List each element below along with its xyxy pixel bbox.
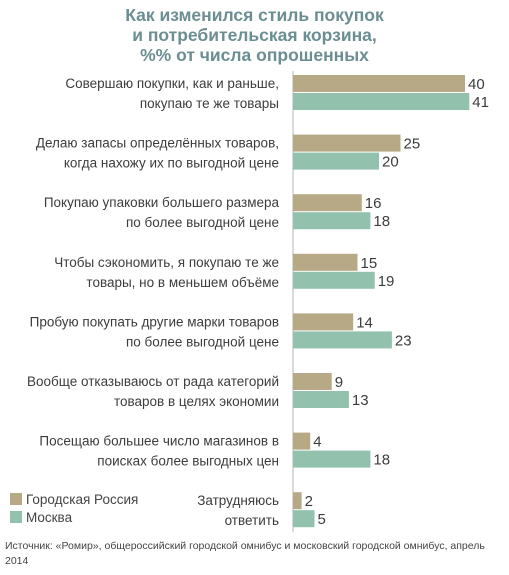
category-label-7-line-1: Посещаю большее число магазинов в <box>39 434 279 449</box>
data-label-gorodskaya-8: 2 <box>305 493 313 510</box>
category-label-1-line-2: покупаю те же товары <box>140 96 279 111</box>
category-label-2-line-2: когда нахожу их по выгодной цене <box>64 156 279 171</box>
bar-moskva-1 <box>293 93 470 110</box>
bar-gorodskaya-3 <box>293 194 362 212</box>
legend-item-series-1: Городская Россия <box>10 490 138 508</box>
legend-swatch-series-2 <box>10 511 22 523</box>
legend: Городская Россия Москва <box>10 490 138 526</box>
data-label-gorodskaya-3: 16 <box>365 195 382 212</box>
data-label-gorodskaya-1: 40 <box>468 76 485 93</box>
category-label-5-line-2: по более выгодной цене <box>126 334 279 349</box>
bar-gorodskaya-1 <box>293 75 465 92</box>
data-label-gorodskaya-7: 4 <box>313 434 321 451</box>
data-label-moskva-2: 20 <box>382 154 399 171</box>
bar-moskva-6 <box>293 391 349 408</box>
data-label-gorodskaya-2: 25 <box>404 136 421 153</box>
category-label-4-line-2: товары, но в меньшем объёме <box>86 275 279 290</box>
bar-gorodskaya-7 <box>293 432 311 450</box>
category-label-6-line-1: Вообще отказываюсь от рада категорий <box>27 374 279 389</box>
data-label-gorodskaya-6: 9 <box>335 374 343 391</box>
data-label-moskva-6: 13 <box>352 392 369 409</box>
category-label-8-line-1: Затрудняюсь <box>197 493 279 508</box>
bar-moskva-4 <box>293 271 375 289</box>
category-label-3-line-2: по более выгодной цене <box>126 215 279 230</box>
bar-moskva-8 <box>293 510 315 528</box>
bar-moskva-2 <box>293 152 379 170</box>
legend-label-series-2: Москва <box>26 509 73 525</box>
category-label-2-line-1: Делаю запасы определённых товаров, <box>36 136 279 151</box>
category-label-8-line-2: ответить <box>225 513 279 528</box>
data-label-moskva-3: 18 <box>373 213 390 230</box>
bar-gorodskaya-2 <box>293 134 401 152</box>
category-label-6-line-2: товаров в целях экономии <box>114 394 279 409</box>
legend-swatch-series-1 <box>10 493 22 505</box>
category-label-3-line-1: Покупаю упаковки большего размера <box>44 195 280 210</box>
bar-moskva-3 <box>293 212 371 230</box>
category-label-7-line-2: поисках более выгодных цен <box>97 454 279 469</box>
data-label-gorodskaya-4: 15 <box>361 255 378 272</box>
data-label-moskva-7: 18 <box>373 452 390 469</box>
bar-moskva-5 <box>293 331 392 349</box>
category-label-1-line-1: Совершаю покупки, как и раньше, <box>65 76 279 91</box>
bar-gorodskaya-6 <box>293 373 332 390</box>
bar-gorodskaya-4 <box>293 253 358 271</box>
data-label-moskva-4: 19 <box>378 273 395 290</box>
legend-label-series-1: Городская Россия <box>26 491 139 507</box>
data-label-moskva-5: 23 <box>395 332 412 349</box>
data-label-moskva-1: 41 <box>472 94 489 111</box>
bar-gorodskaya-5 <box>293 313 354 331</box>
category-label-5-line-1: Пробую покупать другие марки товаров <box>30 314 279 329</box>
category-label-4-line-1: Чтобы сэкономить, я покупаю те же <box>54 255 279 270</box>
chart-title-line-2: и потребительская корзина, <box>132 25 377 45</box>
legend-item-series-2: Москва <box>10 508 138 526</box>
source-note: Источник: «Ромир», общероссийский городс… <box>5 540 485 567</box>
data-label-gorodskaya-5: 14 <box>356 314 373 331</box>
bar-gorodskaya-8 <box>293 492 302 510</box>
chart-title: Как изменился стиль покупок и потребител… <box>0 5 509 65</box>
chart-title-line-1: Как изменился стиль покупок <box>125 5 384 25</box>
chart-title-line-3: %% от числа опрошенных <box>140 45 369 65</box>
data-label-moskva-8: 5 <box>318 511 326 528</box>
bar-moskva-7 <box>293 450 371 468</box>
